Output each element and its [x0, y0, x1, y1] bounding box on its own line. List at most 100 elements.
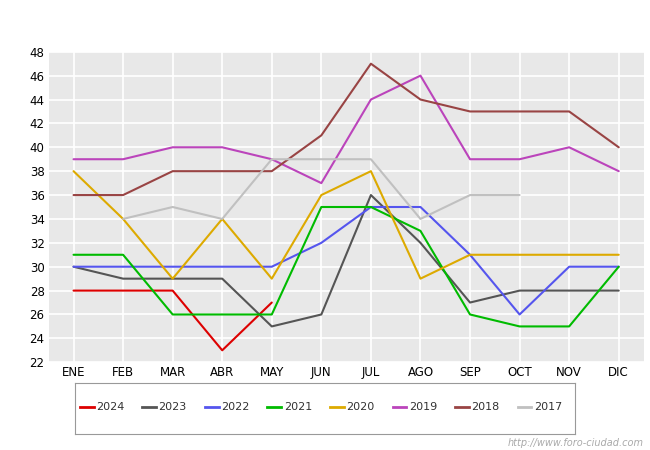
- 2020: [317, 192, 325, 198]
- 2020: [515, 252, 523, 257]
- 2020: [268, 276, 276, 281]
- 2023: [566, 288, 573, 293]
- 2021: [218, 312, 226, 317]
- 2019: [466, 157, 474, 162]
- 2020: [417, 276, 424, 281]
- 2017: [317, 157, 325, 162]
- Text: 2022: 2022: [221, 402, 250, 412]
- 2022: [417, 204, 424, 210]
- 2017: [169, 204, 177, 210]
- 2019: [119, 157, 127, 162]
- 2023: [119, 276, 127, 281]
- 2018: [268, 168, 276, 174]
- 2024: [119, 288, 127, 293]
- 2022: [169, 264, 177, 270]
- 2018: [615, 144, 623, 150]
- 2021: [417, 228, 424, 234]
- Text: 2019: 2019: [409, 402, 437, 412]
- 2021: [615, 264, 623, 270]
- 2023: [417, 240, 424, 246]
- Text: http://www.foro-ciudad.com: http://www.foro-ciudad.com: [508, 438, 644, 448]
- Text: 2018: 2018: [471, 402, 500, 412]
- 2018: [466, 109, 474, 114]
- 2019: [367, 97, 375, 102]
- 2024: [218, 347, 226, 353]
- 2017: [119, 216, 127, 222]
- 2020: [367, 168, 375, 174]
- 2018: [566, 109, 573, 114]
- 2022: [566, 264, 573, 270]
- 2023: [268, 324, 276, 329]
- 2024: [70, 288, 77, 293]
- 2022: [615, 264, 623, 270]
- 2022: [466, 252, 474, 257]
- 2019: [218, 144, 226, 150]
- 2017: [268, 157, 276, 162]
- Line: 2020: 2020: [73, 171, 619, 279]
- 2022: [119, 264, 127, 270]
- 2019: [317, 180, 325, 186]
- 2021: [566, 324, 573, 329]
- 2023: [515, 288, 523, 293]
- 2022: [218, 264, 226, 270]
- 2017: [417, 216, 424, 222]
- 2023: [367, 192, 375, 198]
- 2023: [615, 288, 623, 293]
- Line: 2022: 2022: [73, 207, 619, 315]
- 2021: [367, 204, 375, 210]
- 2023: [169, 276, 177, 281]
- 2019: [417, 73, 424, 78]
- 2018: [169, 168, 177, 174]
- 2020: [169, 276, 177, 281]
- 2018: [515, 109, 523, 114]
- 2018: [417, 97, 424, 102]
- 2021: [515, 324, 523, 329]
- 2023: [70, 264, 77, 270]
- 2023: [218, 276, 226, 281]
- 2022: [367, 204, 375, 210]
- 2019: [70, 157, 77, 162]
- 2021: [70, 252, 77, 257]
- 2017: [218, 216, 226, 222]
- Line: 2019: 2019: [73, 76, 619, 183]
- 2021: [268, 312, 276, 317]
- Text: 2024: 2024: [96, 402, 124, 412]
- 2021: [169, 312, 177, 317]
- Text: 2021: 2021: [283, 402, 312, 412]
- 2020: [466, 252, 474, 257]
- 2020: [615, 252, 623, 257]
- 2021: [466, 312, 474, 317]
- 2019: [268, 157, 276, 162]
- 2018: [218, 168, 226, 174]
- Text: 2020: 2020: [346, 402, 374, 412]
- 2017: [466, 192, 474, 198]
- Line: 2018: 2018: [73, 64, 619, 195]
- 2023: [466, 300, 474, 305]
- 2019: [169, 144, 177, 150]
- 2019: [566, 144, 573, 150]
- Text: 2017: 2017: [534, 402, 562, 412]
- 2022: [268, 264, 276, 270]
- 2018: [367, 61, 375, 67]
- Line: 2021: 2021: [73, 207, 619, 326]
- Line: 2024: 2024: [73, 291, 272, 350]
- 2018: [119, 192, 127, 198]
- 2020: [566, 252, 573, 257]
- Line: 2023: 2023: [73, 195, 619, 326]
- 2019: [615, 168, 623, 174]
- 2020: [119, 216, 127, 222]
- 2022: [70, 264, 77, 270]
- 2018: [317, 133, 325, 138]
- 2024: [268, 300, 276, 305]
- 2022: [317, 240, 325, 246]
- 2024: [169, 288, 177, 293]
- 2017: [367, 157, 375, 162]
- Text: 2023: 2023: [159, 402, 187, 412]
- 2019: [515, 157, 523, 162]
- 2023: [317, 312, 325, 317]
- 2022: [515, 312, 523, 317]
- 2020: [70, 168, 77, 174]
- 2017: [515, 192, 523, 198]
- 2020: [218, 216, 226, 222]
- Line: 2017: 2017: [123, 159, 519, 219]
